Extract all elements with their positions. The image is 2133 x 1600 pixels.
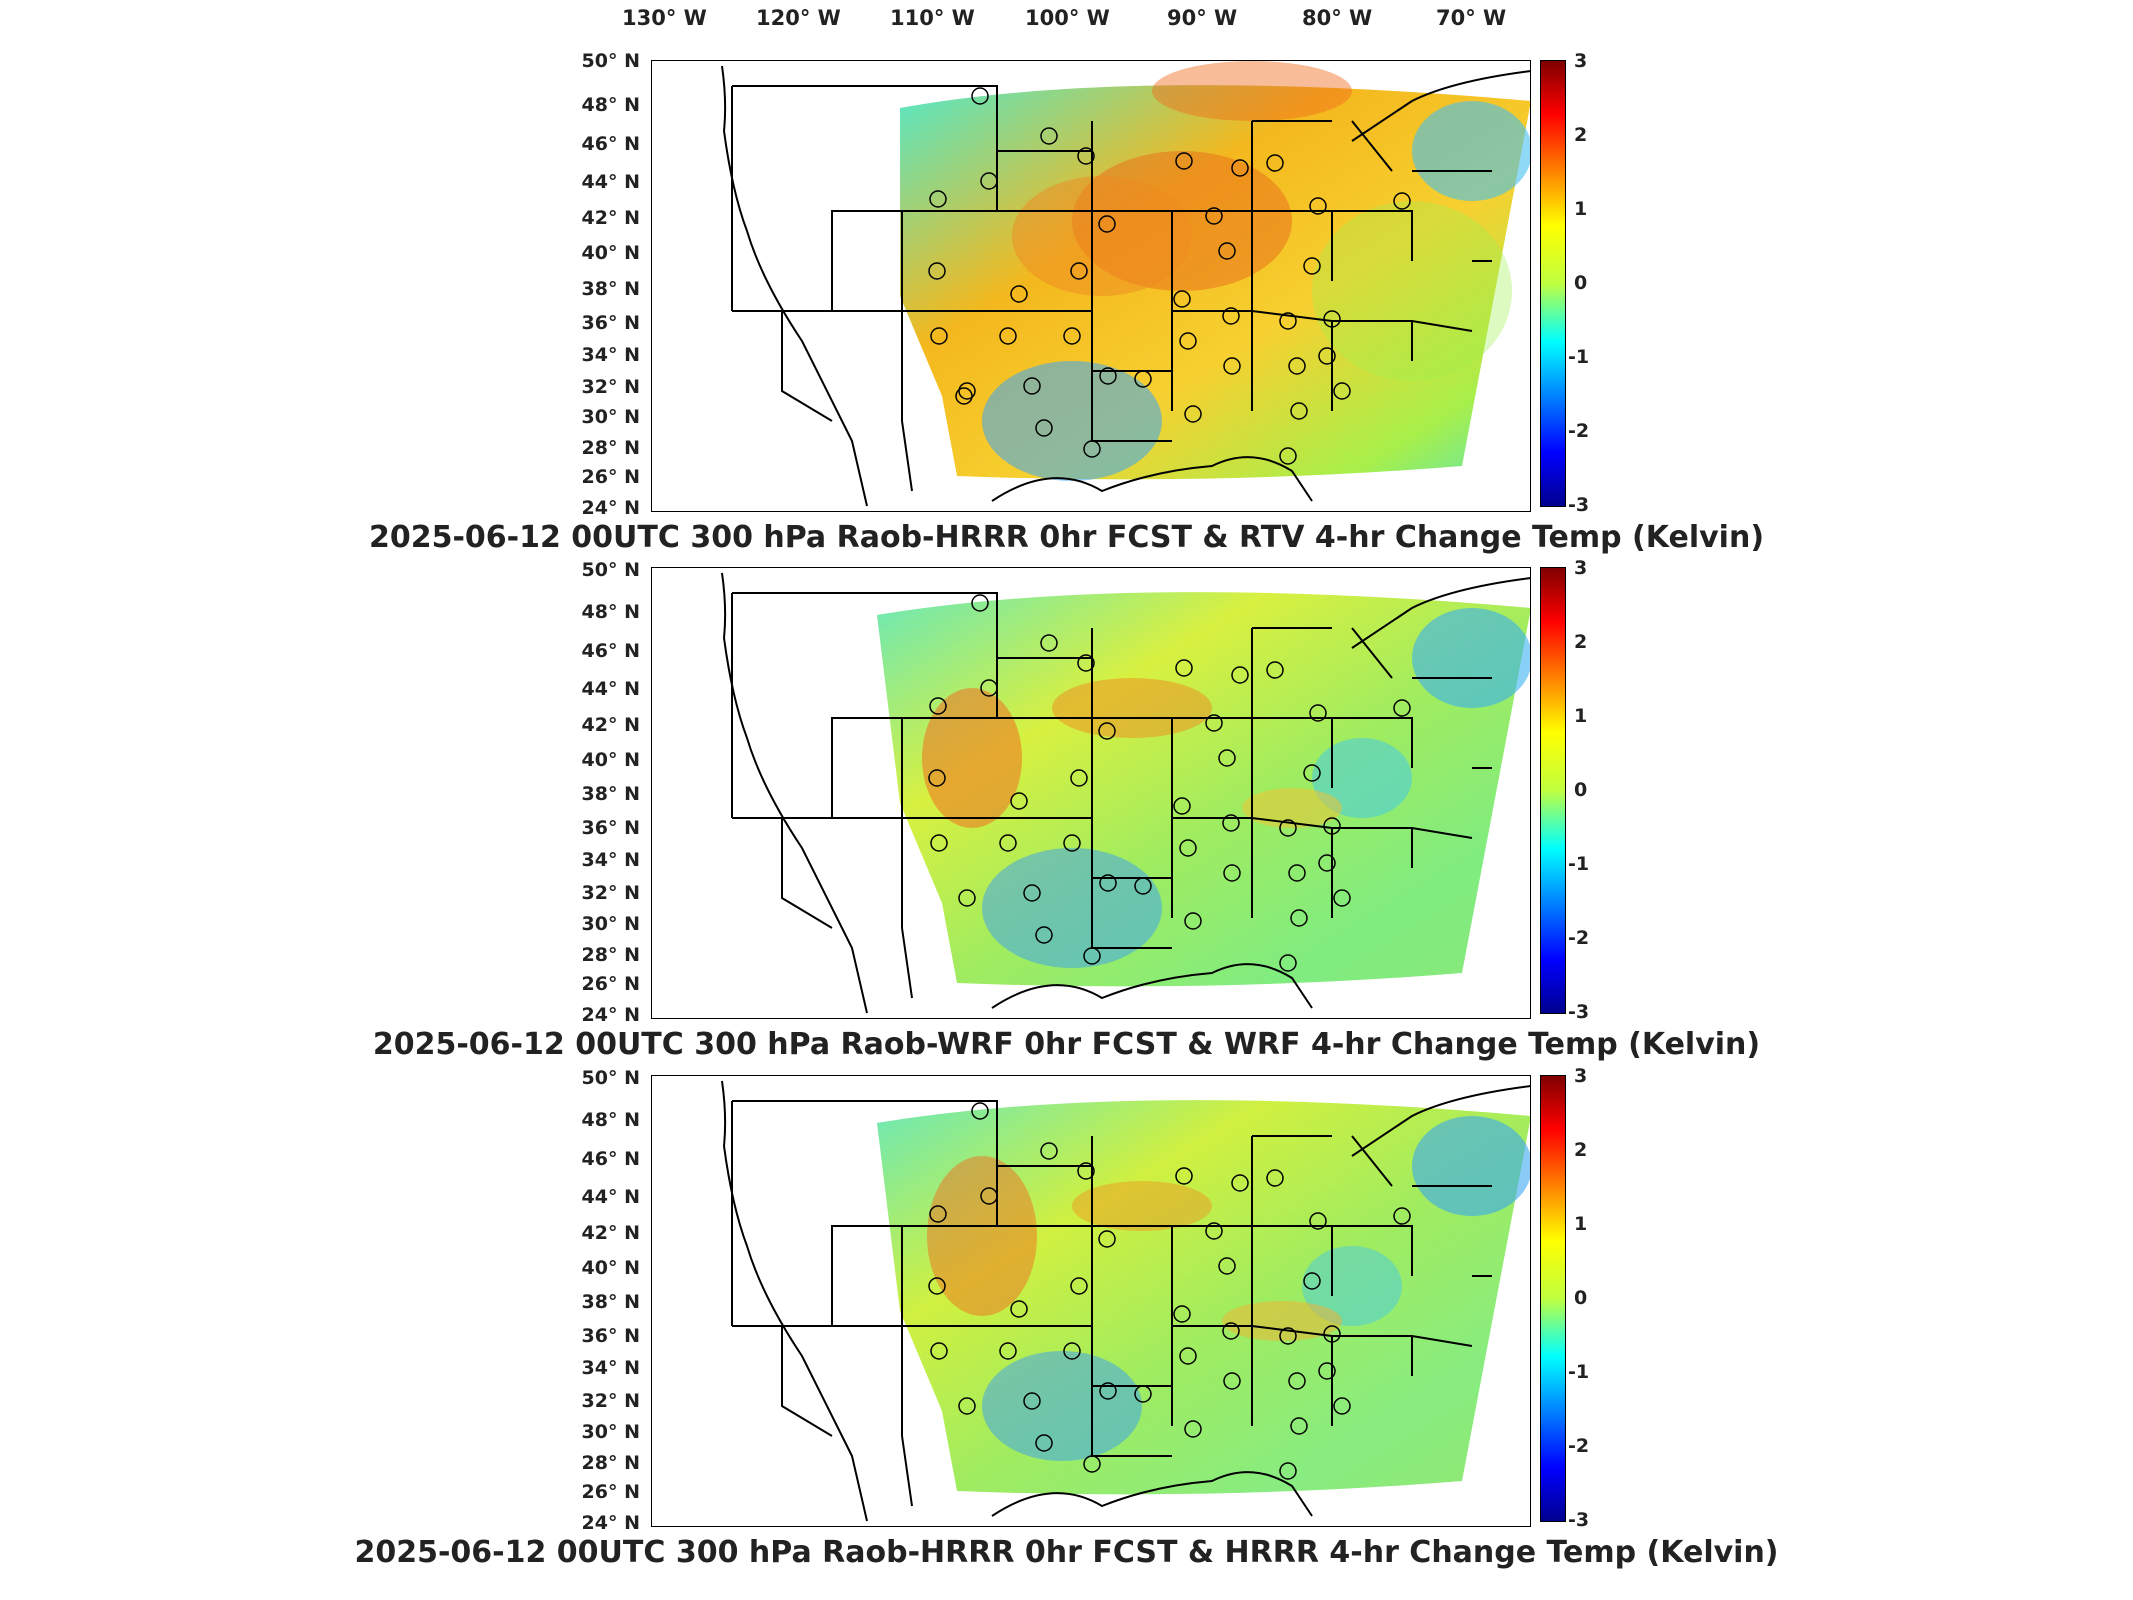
lat-label: 44° N	[581, 678, 640, 700]
lat-label: 42° N	[581, 714, 640, 736]
lat-label: 24° N	[581, 1004, 640, 1026]
colorbar-tick: 3	[1574, 557, 1588, 579]
colorbar-tick: -2	[1568, 1435, 1590, 1457]
lat-label: 36° N	[581, 817, 640, 839]
colorbar-tick: 3	[1574, 1065, 1588, 1087]
lat-label: 32° N	[581, 882, 640, 904]
lat-label: 28° N	[581, 944, 640, 966]
lat-label: 46° N	[581, 1148, 640, 1170]
temperature-map	[651, 60, 1531, 512]
temperature-map	[651, 1075, 1531, 1527]
colorbar	[1540, 60, 1566, 507]
colorbar-tick: -3	[1568, 1509, 1590, 1531]
panel-title: 2025-06-12 00UTC 300 hPa Raob-HRRR 0hr F…	[368, 520, 1765, 555]
lat-label: 34° N	[581, 344, 640, 366]
lat-label: 38° N	[581, 1291, 640, 1313]
lat-label: 34° N	[581, 1357, 640, 1379]
colorbar-tick: 2	[1574, 124, 1588, 146]
lat-label: 32° N	[581, 1390, 640, 1412]
lon-label: 100° W	[1025, 6, 1110, 30]
raob-sites	[928, 1102, 1411, 1480]
colorbar-tick: -2	[1568, 927, 1590, 949]
lon-label: 130° W	[622, 6, 707, 30]
colorbar-tick: 1	[1574, 1213, 1588, 1235]
raob-sites	[928, 594, 1411, 972]
colorbar	[1540, 1075, 1566, 1522]
lat-label: 42° N	[581, 207, 640, 229]
colorbar-tick: 3	[1574, 50, 1588, 72]
lat-label: 42° N	[581, 1222, 640, 1244]
lon-label: 120° W	[756, 6, 841, 30]
lat-label: 46° N	[581, 133, 640, 155]
lat-label: 36° N	[581, 312, 640, 334]
lat-label: 38° N	[581, 783, 640, 805]
colorbar-tick: 0	[1574, 1287, 1588, 1309]
map-canvas	[721, 572, 1530, 1014]
lon-label: 70° W	[1436, 6, 1507, 30]
map-canvas	[721, 1080, 1530, 1522]
lat-label: 48° N	[581, 601, 640, 623]
colorbar-tick: 2	[1574, 631, 1588, 653]
colorbar-tick: -2	[1568, 420, 1590, 442]
colorbar-tick: 2	[1574, 1139, 1588, 1161]
lat-label: 48° N	[581, 1109, 640, 1131]
lat-label: 26° N	[581, 466, 640, 488]
lon-label: 80° W	[1302, 6, 1373, 30]
lat-label: 26° N	[581, 1481, 640, 1503]
colorbar-tick: -1	[1568, 1361, 1590, 1383]
colorbar-tick: 0	[1574, 779, 1588, 801]
lat-label: 40° N	[581, 1257, 640, 1279]
temperature-map	[651, 567, 1531, 1019]
lat-label: 34° N	[581, 849, 640, 871]
lat-label: 24° N	[581, 1512, 640, 1534]
coastline	[721, 65, 1530, 507]
lat-label: 30° N	[581, 1421, 640, 1443]
lat-label: 50° N	[581, 559, 640, 581]
lat-label: 32° N	[581, 376, 640, 398]
raob-sites	[928, 87, 1411, 465]
colorbar-tick: -3	[1568, 1001, 1590, 1023]
lat-label: 36° N	[581, 1325, 640, 1347]
lat-label: 30° N	[581, 913, 640, 935]
lat-label: 40° N	[581, 242, 640, 264]
lat-label: 50° N	[581, 50, 640, 72]
lat-label: 44° N	[581, 1186, 640, 1208]
coastline	[721, 1080, 1530, 1522]
lat-label: 30° N	[581, 406, 640, 428]
lat-label: 28° N	[581, 1452, 640, 1474]
lat-label: 28° N	[581, 437, 640, 459]
lat-label: 50° N	[581, 1067, 640, 1089]
lat-label: 44° N	[581, 171, 640, 193]
lat-label: 48° N	[581, 94, 640, 116]
colorbar-tick: -1	[1568, 853, 1590, 875]
colorbar-tick: -3	[1568, 494, 1590, 516]
colorbar-tick: 1	[1574, 705, 1588, 727]
coastline	[721, 572, 1530, 1014]
lat-label: 24° N	[581, 497, 640, 519]
lat-label: 40° N	[581, 749, 640, 771]
panel-title: 2025-06-12 00UTC 300 hPa Raob-WRF 0hr FC…	[372, 1027, 1761, 1062]
colorbar	[1540, 567, 1566, 1014]
colorbar-tick: -1	[1568, 346, 1590, 368]
lat-label: 46° N	[581, 640, 640, 662]
lat-label: 38° N	[581, 278, 640, 300]
colorbar-tick: 0	[1574, 272, 1588, 294]
lat-label: 26° N	[581, 973, 640, 995]
lon-label: 90° W	[1167, 6, 1238, 30]
colorbar-tick: 1	[1574, 198, 1588, 220]
lon-label: 110° W	[890, 6, 975, 30]
map-canvas	[721, 61, 1530, 507]
panel-title: 2025-06-12 00UTC 300 hPa Raob-HRRR 0hr F…	[354, 1535, 1779, 1570]
